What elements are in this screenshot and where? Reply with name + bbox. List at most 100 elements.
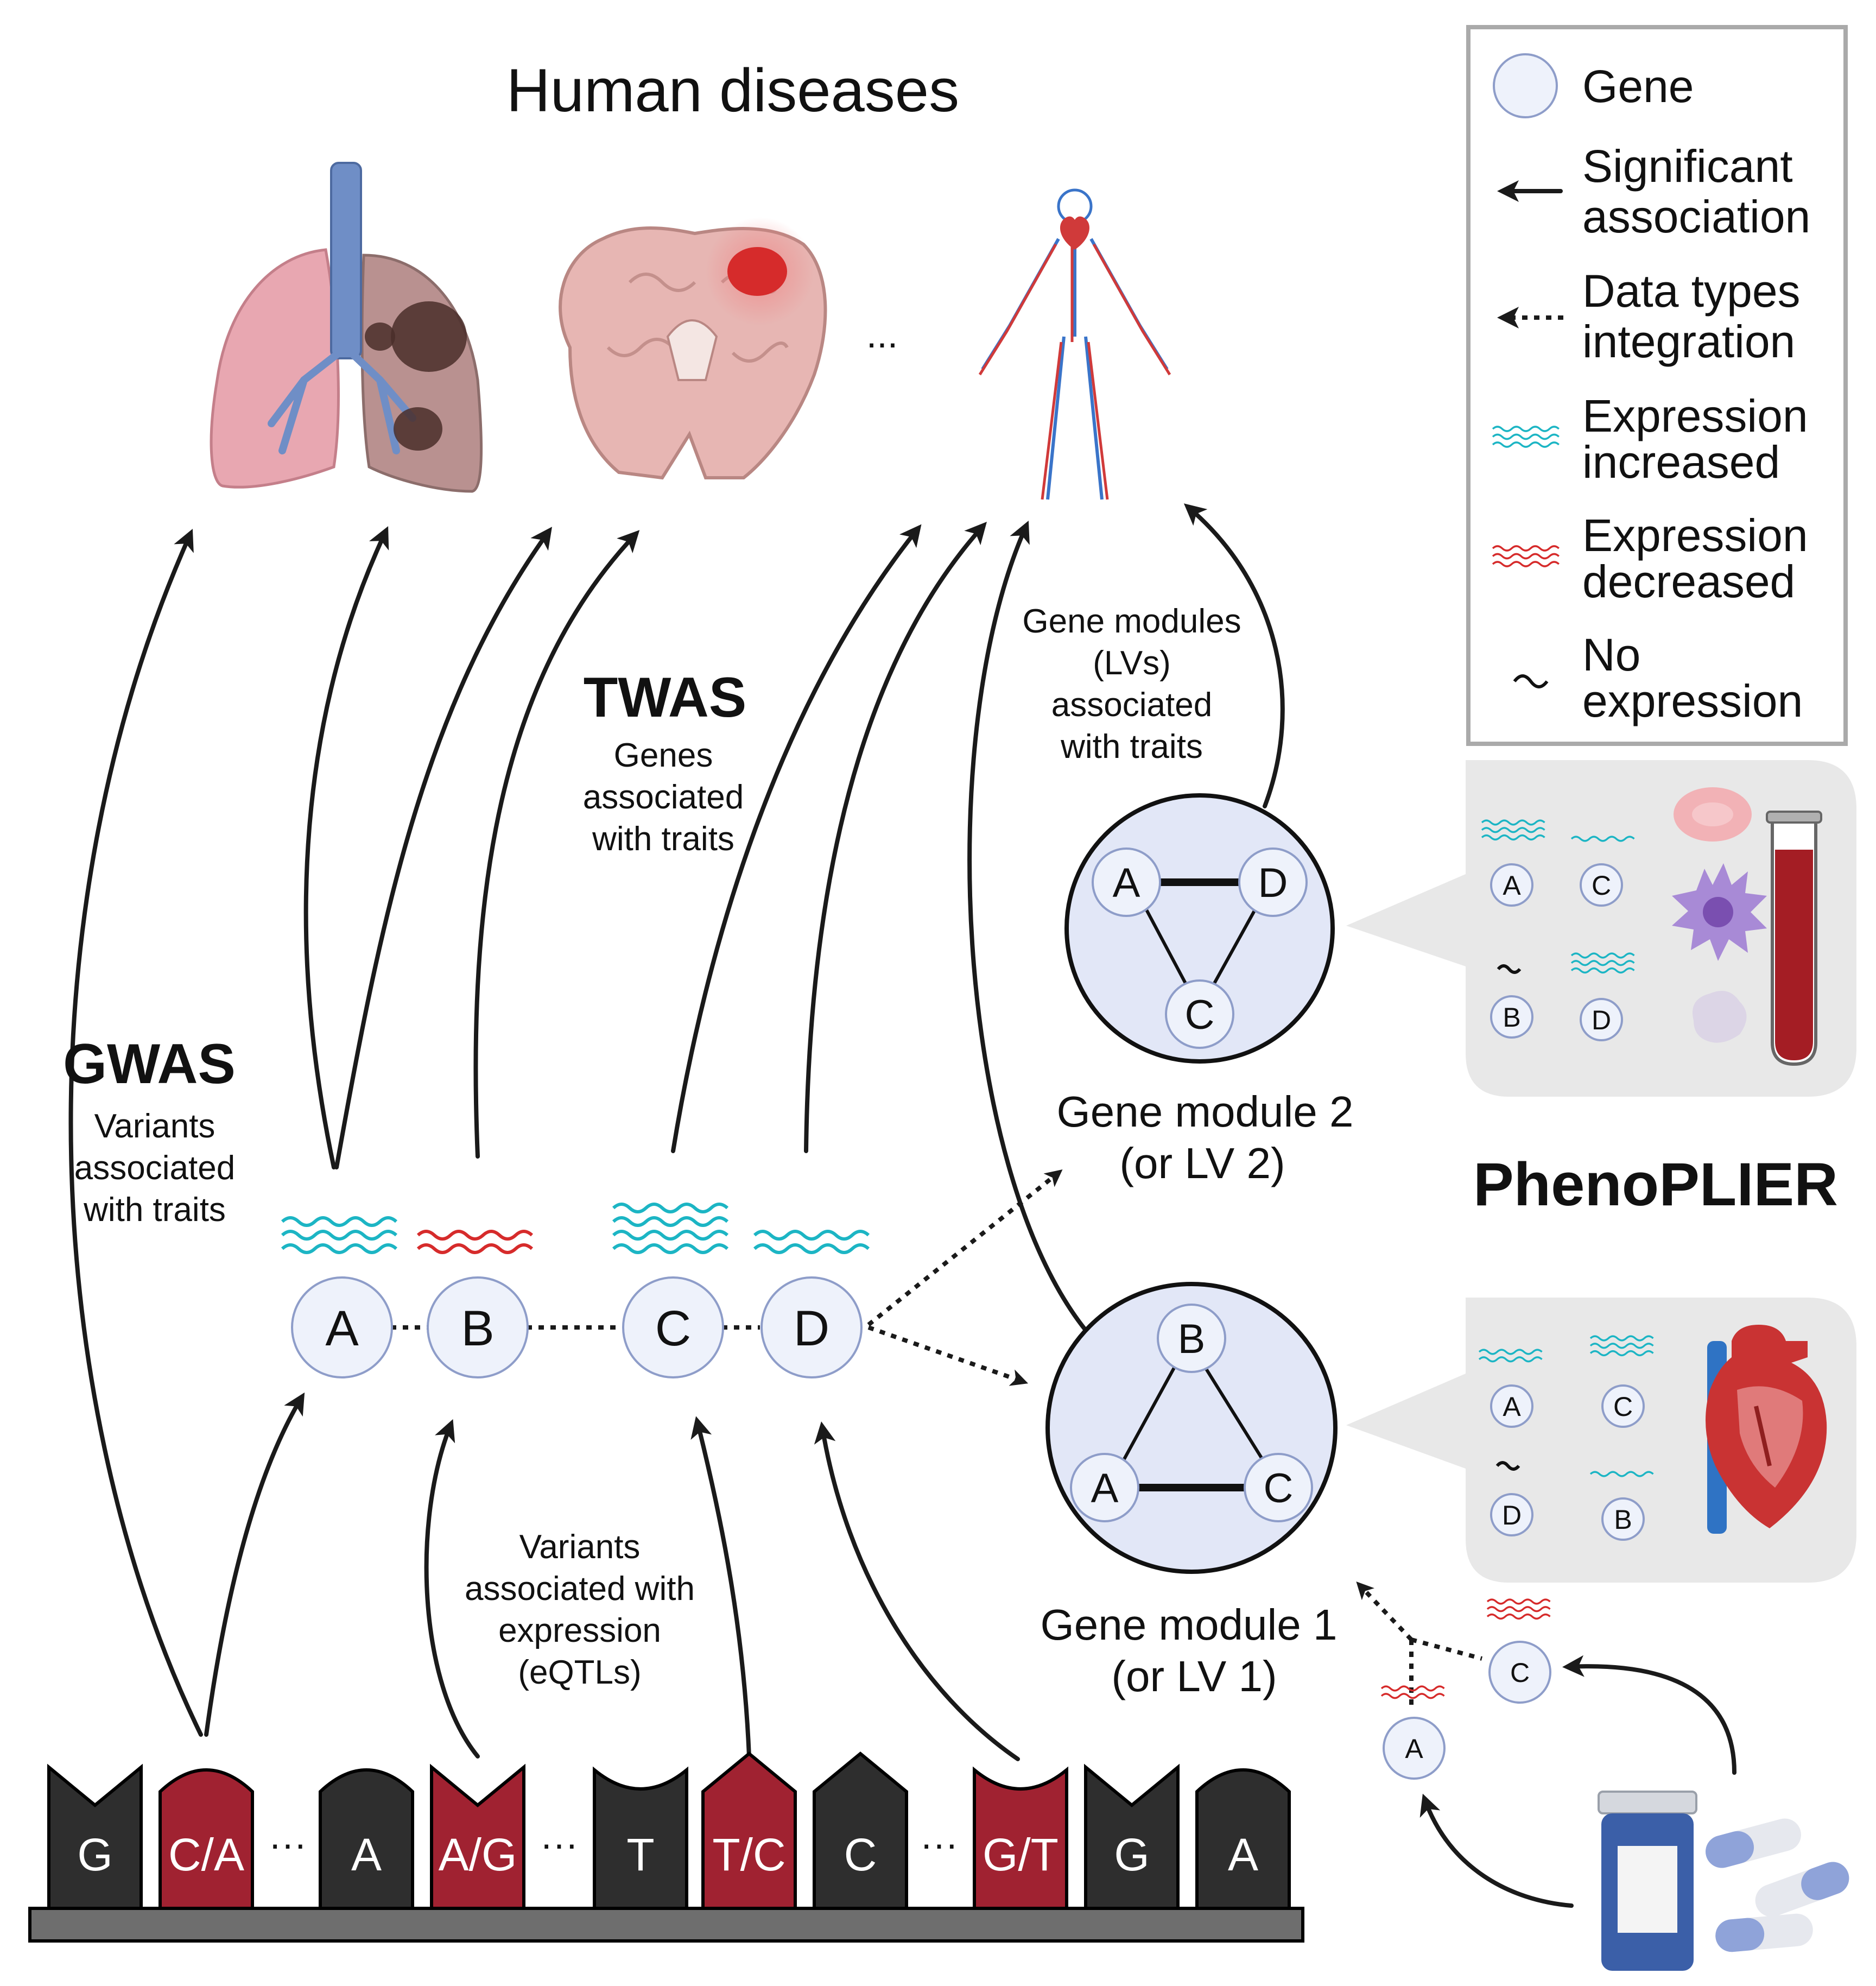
dna-base-5: T xyxy=(593,1766,688,1910)
module1-node-b-label: B xyxy=(1178,1316,1206,1362)
module1-detail-node-d: D xyxy=(1490,1493,1533,1536)
module1-detail-node-a-label: A xyxy=(1503,1392,1521,1422)
gene-b-arrow-brain xyxy=(473,530,640,1159)
flat-wave-icon xyxy=(1513,674,1549,688)
eqtl-arrows xyxy=(204,1392,1020,1761)
gene-node-b: B xyxy=(427,1276,529,1378)
gene-node-d-label: D xyxy=(794,1301,829,1356)
gwas-line-2: associated xyxy=(74,1149,235,1187)
gene-c-arrow-body xyxy=(671,524,922,1153)
dna-base-8: G/T xyxy=(973,1766,1068,1910)
legend-increased: Expression increased xyxy=(1492,390,1808,488)
legend-none-line-1: No xyxy=(1582,629,1640,680)
dna-base-10-label: A xyxy=(1228,1829,1258,1880)
module1-detail-bubble: A C D B xyxy=(1346,1298,1856,1583)
module1-node-c: C xyxy=(1244,1453,1313,1522)
module1-detail-node-a: A xyxy=(1490,1384,1533,1428)
legend-significant-line-1: Significant xyxy=(1582,141,1793,192)
drug-target-c-label: C xyxy=(1510,1658,1530,1688)
dna-base-8-label: G/T xyxy=(983,1829,1059,1880)
legend-none-line-2: expression xyxy=(1582,675,1803,726)
dna-base-4-label: A/G xyxy=(439,1829,517,1880)
legend-increased-line-1: Expression xyxy=(1582,390,1808,441)
eqtl-line-4: (eQTLs) xyxy=(518,1654,641,1691)
eqtl-line-3: expression xyxy=(498,1612,661,1649)
module2-detail-node-c-label: C xyxy=(1592,870,1611,901)
gwas-arrows xyxy=(68,503,1285,1737)
phenoplier-brand: PhenoPLIER xyxy=(1473,1150,1838,1218)
module1-detail-node-c-label: C xyxy=(1613,1392,1633,1422)
modules-label: Gene modules (LVs) associated with trait… xyxy=(1022,603,1241,766)
gene-node-d: D xyxy=(760,1276,863,1378)
heart-icon xyxy=(1706,1325,1827,1534)
dna-gap-3: ··· xyxy=(920,1823,958,1865)
module2-node-d: D xyxy=(1238,847,1308,917)
legend-increased-line-2: increased xyxy=(1582,437,1780,488)
legend-integration: Data types integration xyxy=(1497,265,1801,367)
capsule-icon xyxy=(1706,1818,1849,1952)
gene-d-arrow-body xyxy=(804,522,987,1153)
legend-gene: Gene xyxy=(1493,53,1694,118)
module2-detail-node-a-label: A xyxy=(1503,870,1521,901)
gene-node-c: C xyxy=(622,1276,724,1378)
dna-base-1-label: G xyxy=(77,1829,112,1880)
module1-detail-node-d-label: D xyxy=(1502,1500,1522,1530)
gene-icon xyxy=(1493,53,1558,118)
dna-gap-2: ··· xyxy=(540,1823,578,1865)
legend-box xyxy=(1466,25,1848,746)
legend-significant: Significant association xyxy=(1497,141,1810,242)
dna-base-1: G xyxy=(47,1763,143,1910)
module2-arrow-body xyxy=(1183,503,1285,808)
gwas-arrow-lungs xyxy=(68,529,203,1737)
dna-base-6-label: T/C xyxy=(712,1829,785,1880)
modules-line-3: associated xyxy=(1051,686,1212,724)
dna-base-6: T/C xyxy=(701,1751,797,1910)
dna-base-2-label: C/A xyxy=(168,1829,244,1880)
dna-base-9-label: G xyxy=(1114,1829,1149,1880)
legend-integration-line-2: integration xyxy=(1582,316,1795,367)
module2-node-c-label: C xyxy=(1185,992,1215,1038)
legend-no-expression: No expression xyxy=(1513,629,1803,726)
more-diseases-ellipsis: ... xyxy=(866,313,898,356)
page-title: Human diseases xyxy=(506,56,959,124)
gwas-heading: GWAS xyxy=(63,1033,236,1096)
eqtl-arrow-c xyxy=(690,1416,751,1759)
twas-line-3: with traits xyxy=(592,820,734,858)
twas-heading: TWAS xyxy=(584,666,746,729)
gene-node-c-label: C xyxy=(655,1301,691,1356)
legend-integration-line-1: Data types xyxy=(1582,265,1801,317)
gene-module-2: A D C xyxy=(1064,793,1335,1064)
gene-row: A B C D xyxy=(291,1276,863,1378)
eqtl-arrow-d xyxy=(814,1421,1020,1761)
modules-line-4: with traits xyxy=(1060,728,1203,766)
integration-arrow-module2 xyxy=(867,1169,1063,1327)
drug-arrow-a xyxy=(1419,1793,1574,1908)
lungs-icon xyxy=(210,162,483,493)
dna-base-2: C/A xyxy=(159,1768,254,1910)
module2-detail-node-b: B xyxy=(1490,995,1533,1039)
module1-detail-node-b: B xyxy=(1601,1497,1645,1541)
gene-expression-waves xyxy=(282,1204,869,1253)
module2-detail-bubble: A C B D xyxy=(1346,760,1856,1097)
dna-base-3-label: A xyxy=(351,1829,382,1880)
module2-node-a-label: A xyxy=(1113,860,1140,906)
module1-detail-node-c: C xyxy=(1601,1384,1645,1428)
modules-line-1: Gene modules xyxy=(1022,603,1241,640)
gene-node-a: A xyxy=(291,1276,393,1378)
dna-backbone xyxy=(28,1907,1304,1943)
gene-a-arrow-brain xyxy=(334,527,552,1169)
legend-significant-line-2: association xyxy=(1582,191,1810,242)
module1-node-c-label: C xyxy=(1264,1465,1294,1511)
drug-target-node-a: A xyxy=(1383,1717,1446,1780)
module1-node-a: A xyxy=(1070,1453,1139,1522)
dna-base-5-label: T xyxy=(626,1829,654,1880)
module1-node-a-label: A xyxy=(1091,1465,1119,1511)
eqtl-line-1: Variants xyxy=(519,1528,641,1566)
blood-cells-icon xyxy=(1672,787,1767,1043)
gene-module-1: B A C xyxy=(1045,1282,1338,1574)
circulatory-system-icon xyxy=(978,188,1171,500)
drug-target-node-c: C xyxy=(1488,1641,1551,1704)
gene-node-a-label: A xyxy=(325,1301,359,1356)
